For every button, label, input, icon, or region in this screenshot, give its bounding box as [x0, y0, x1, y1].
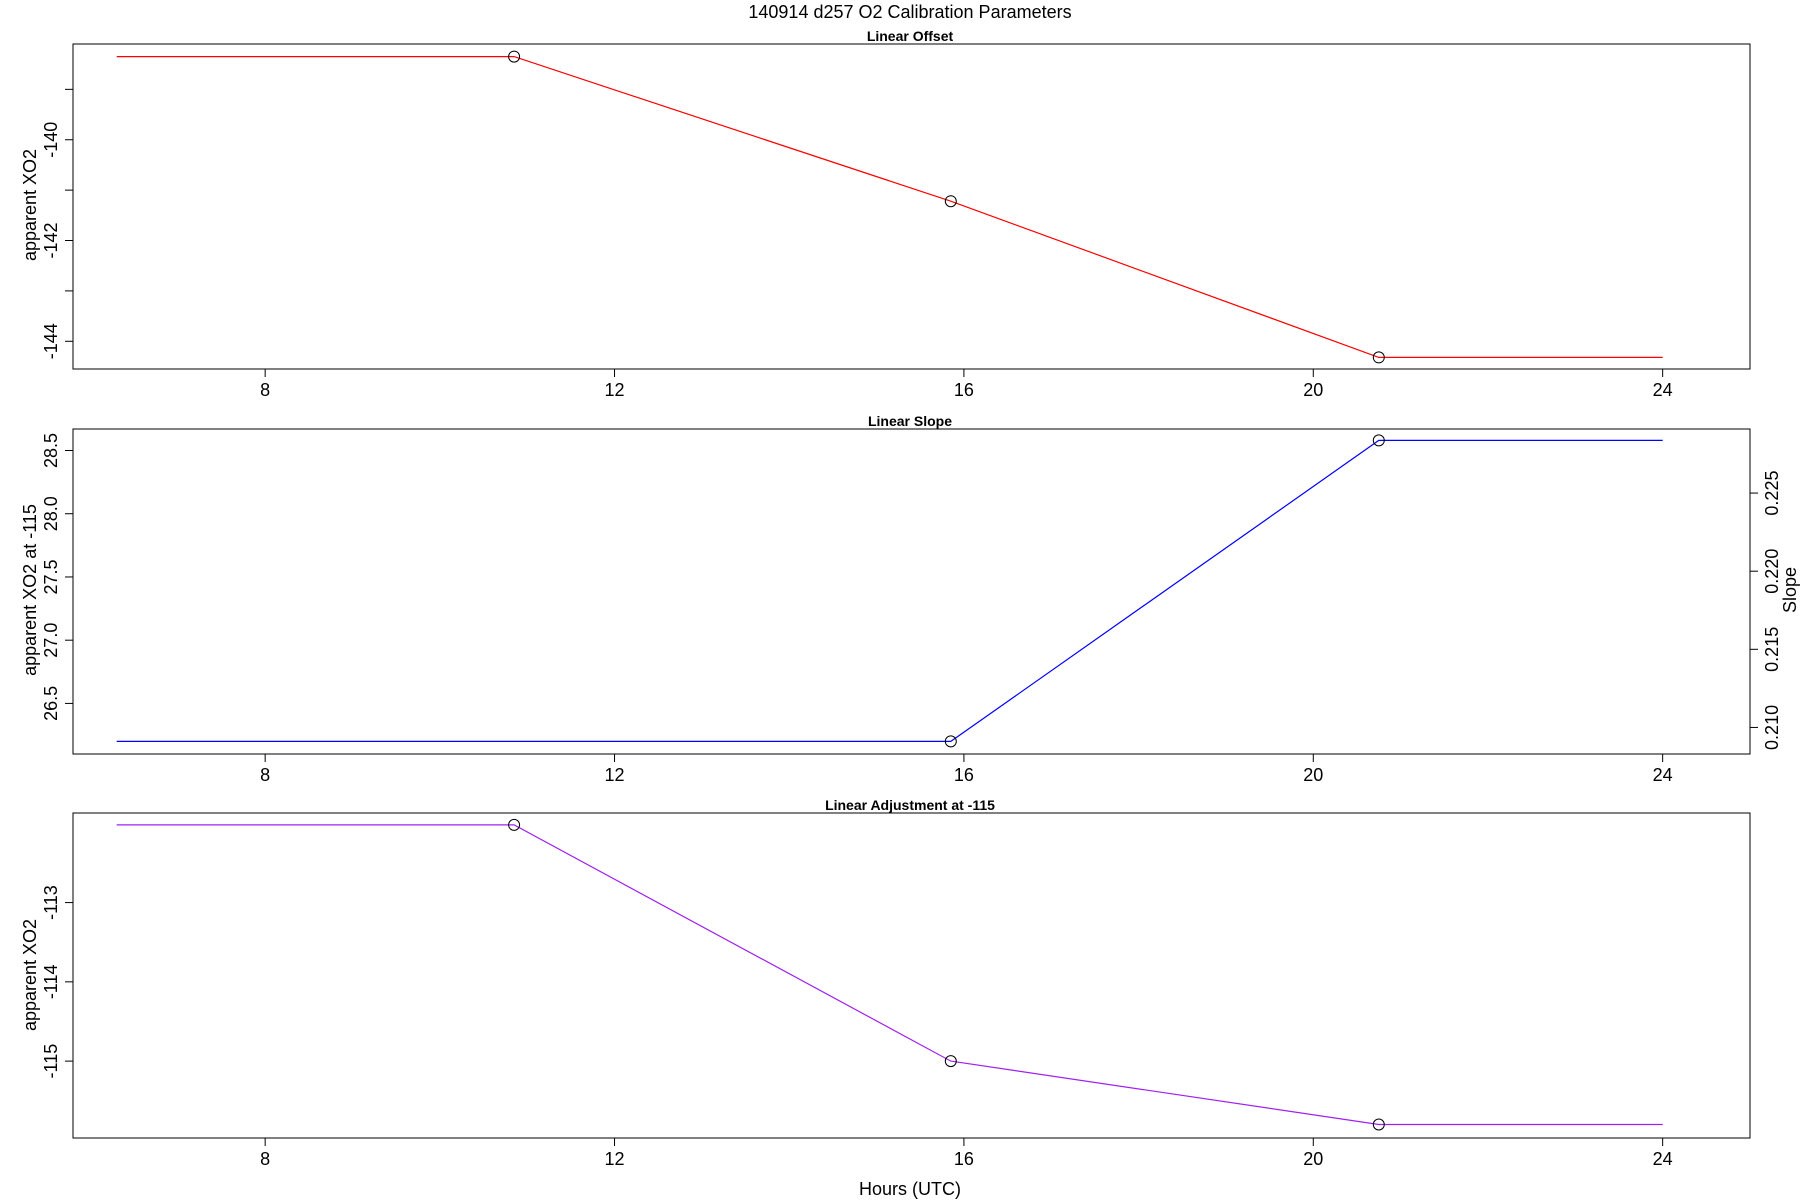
- y-tick-label: 26.5: [41, 686, 61, 721]
- y2-axis-label: Slope: [1780, 567, 1800, 613]
- x-tick-label: 20: [1303, 1149, 1323, 1169]
- y-tick-label: 28.5: [41, 433, 61, 468]
- data-point: [944, 195, 957, 208]
- y2-tick-label: 0.215: [1762, 627, 1782, 672]
- y2-tick-label: 0.210: [1762, 705, 1782, 750]
- y-tick-label: -142: [41, 222, 61, 258]
- y-tick-label: -114: [41, 964, 61, 999]
- y-tick-label: -140: [41, 122, 61, 158]
- y-axis-label: apparent XO2: [20, 149, 40, 261]
- panel-linear-slope: Linear Slope apparent XO2 at -115 Slope …: [20, 413, 1800, 785]
- x-tick-label: 24: [1653, 380, 1673, 400]
- plot-frame: [72, 43, 1751, 370]
- data-point: [944, 735, 957, 748]
- series-line: [116, 439, 1663, 743]
- x-tick-label: 8: [260, 1149, 270, 1169]
- panel-title: Linear Slope: [868, 413, 952, 429]
- y2-tick-label: 0.220: [1762, 549, 1782, 594]
- y-tick-label: -144: [41, 323, 61, 359]
- x-tick-label: 12: [605, 380, 625, 400]
- data-point: [1372, 351, 1385, 364]
- x-axis-label: Hours (UTC): [859, 1179, 961, 1199]
- data-point: [508, 818, 521, 831]
- data-point: [944, 1055, 957, 1068]
- x-tick-label: 20: [1303, 380, 1323, 400]
- x-tick-label: 12: [605, 765, 625, 785]
- figure-title: 140914 d257 O2 Calibration Parameters: [748, 2, 1071, 22]
- series-line: [116, 824, 1663, 1126]
- x-tick-label: 12: [605, 1149, 625, 1169]
- x-tick-label: 24: [1653, 765, 1673, 785]
- y-axis-label: apparent XO2 at -115: [20, 504, 40, 676]
- x-tick-label: 16: [954, 380, 974, 400]
- panel-title: Linear Offset: [867, 28, 954, 44]
- plot-frame: [72, 428, 1751, 755]
- panel-linear-offset: Linear Offset apparent XO2 8 12 16 20 24 -144…: [20, 28, 1751, 400]
- x-tick-label: 8: [260, 765, 270, 785]
- plot-frame: [72, 812, 1751, 1139]
- x-tick-label: 8: [260, 380, 270, 400]
- y-tick-label: -113: [41, 885, 61, 920]
- x-tick-label: 16: [954, 765, 974, 785]
- y-tick-label: 28.0: [41, 496, 61, 531]
- panel-title: Linear Adjustment at -115: [825, 797, 995, 813]
- panel-linear-adjustment: Linear Adjustment at -115 apparent XO2 8…: [20, 797, 1751, 1169]
- data-point: [1372, 1118, 1385, 1131]
- y-tick-label: 27.5: [41, 559, 61, 594]
- series-line: [116, 55, 1663, 358]
- data-point: [508, 50, 521, 63]
- x-tick-label: 20: [1303, 765, 1323, 785]
- x-tick-label: 16: [954, 1149, 974, 1169]
- y-axis-label: apparent XO2: [20, 919, 40, 1031]
- data-point: [1372, 434, 1385, 447]
- y-tick-label: 27.0: [41, 623, 61, 658]
- y-tick-label: -115: [41, 1044, 61, 1079]
- x-tick-label: 24: [1653, 1149, 1673, 1169]
- y2-tick-label: 0.225: [1762, 471, 1782, 516]
